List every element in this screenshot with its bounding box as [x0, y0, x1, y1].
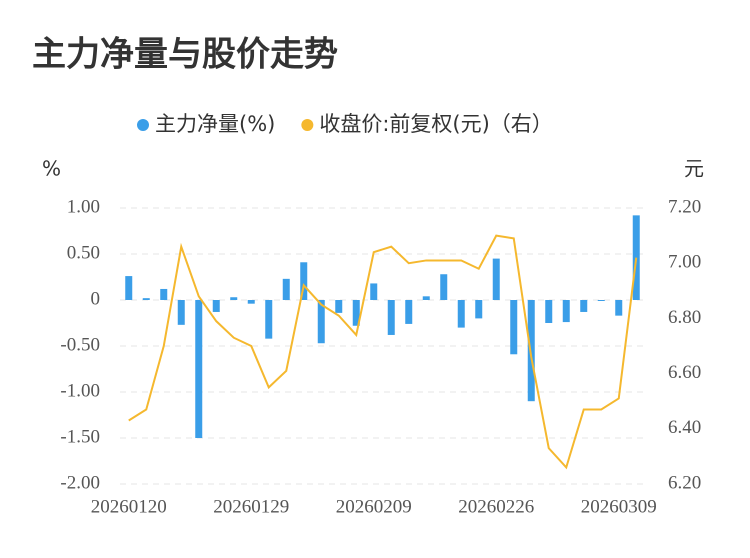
x-tick-label: 20260309 — [581, 496, 657, 517]
y2-tick-label: 6.60 — [668, 362, 701, 383]
legend-marker — [137, 119, 149, 131]
bar — [335, 300, 343, 313]
y-tick-label: -1.50 — [60, 426, 100, 447]
bar — [195, 300, 203, 438]
bar — [597, 300, 605, 301]
legend-label: 收盘价:前复权(元)（右） — [319, 112, 552, 136]
bar — [457, 300, 465, 328]
bar — [265, 300, 273, 339]
chart-title: 主力净量与股价走势 — [32, 35, 338, 75]
bar — [300, 262, 308, 300]
bar — [580, 300, 588, 312]
bar — [125, 276, 133, 300]
legend-marker — [301, 119, 314, 131]
bar — [440, 274, 448, 300]
bar — [230, 297, 238, 300]
bar — [352, 300, 360, 326]
bar — [370, 283, 378, 300]
bar — [317, 300, 325, 344]
y-axis-label: % — [42, 157, 61, 181]
x-tick-label: 20260129 — [213, 496, 289, 517]
bar — [545, 300, 553, 323]
y-tick-label: -1.00 — [60, 380, 100, 401]
bar — [475, 300, 483, 319]
y-tick-label: 0 — [91, 288, 101, 309]
y2-tick-label: 7.20 — [668, 196, 701, 217]
bar — [160, 288, 168, 300]
y-tick-label: 1.00 — [67, 196, 100, 217]
y2-axis-label: 元 — [684, 157, 704, 181]
bar — [492, 258, 500, 300]
x-tick-label: 20260120 — [91, 496, 167, 517]
y2-tick-label: 6.20 — [668, 472, 701, 493]
bar — [387, 300, 395, 335]
bar — [142, 298, 150, 300]
y-tick-label: -2.00 — [60, 472, 100, 493]
y2-tick-label: 6.80 — [668, 307, 701, 328]
legend-label: 主力净量(%) — [155, 112, 275, 136]
y2-tick-label: 7.00 — [668, 252, 701, 273]
bar — [562, 300, 570, 323]
bar — [422, 296, 430, 300]
price-line — [128, 234, 638, 470]
bar — [405, 300, 413, 324]
bar — [282, 278, 290, 300]
y2-tick-label: 6.40 — [668, 417, 701, 438]
bar — [510, 300, 518, 355]
bar — [177, 300, 185, 325]
y-tick-label: -0.50 — [60, 334, 100, 355]
bar — [247, 300, 255, 304]
bar — [212, 300, 220, 312]
x-tick-label: 20260226 — [458, 496, 534, 517]
bar — [615, 300, 623, 316]
x-tick-label: 20260209 — [336, 496, 412, 517]
y-tick-label: 0.50 — [67, 242, 100, 263]
